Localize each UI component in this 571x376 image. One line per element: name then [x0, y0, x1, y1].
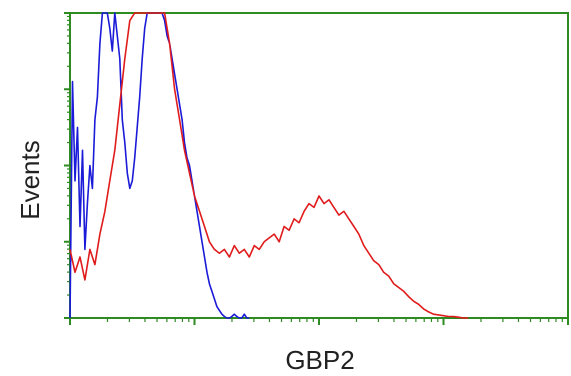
series-line-1	[69, 12, 469, 319]
plot-frame	[69, 12, 569, 319]
x-axis-label: GBP2	[285, 345, 355, 375]
series-layer	[69, 12, 469, 319]
series-line-0	[69, 12, 250, 319]
y-axis-label: Events	[15, 140, 45, 220]
plot-axes	[64, 12, 569, 325]
